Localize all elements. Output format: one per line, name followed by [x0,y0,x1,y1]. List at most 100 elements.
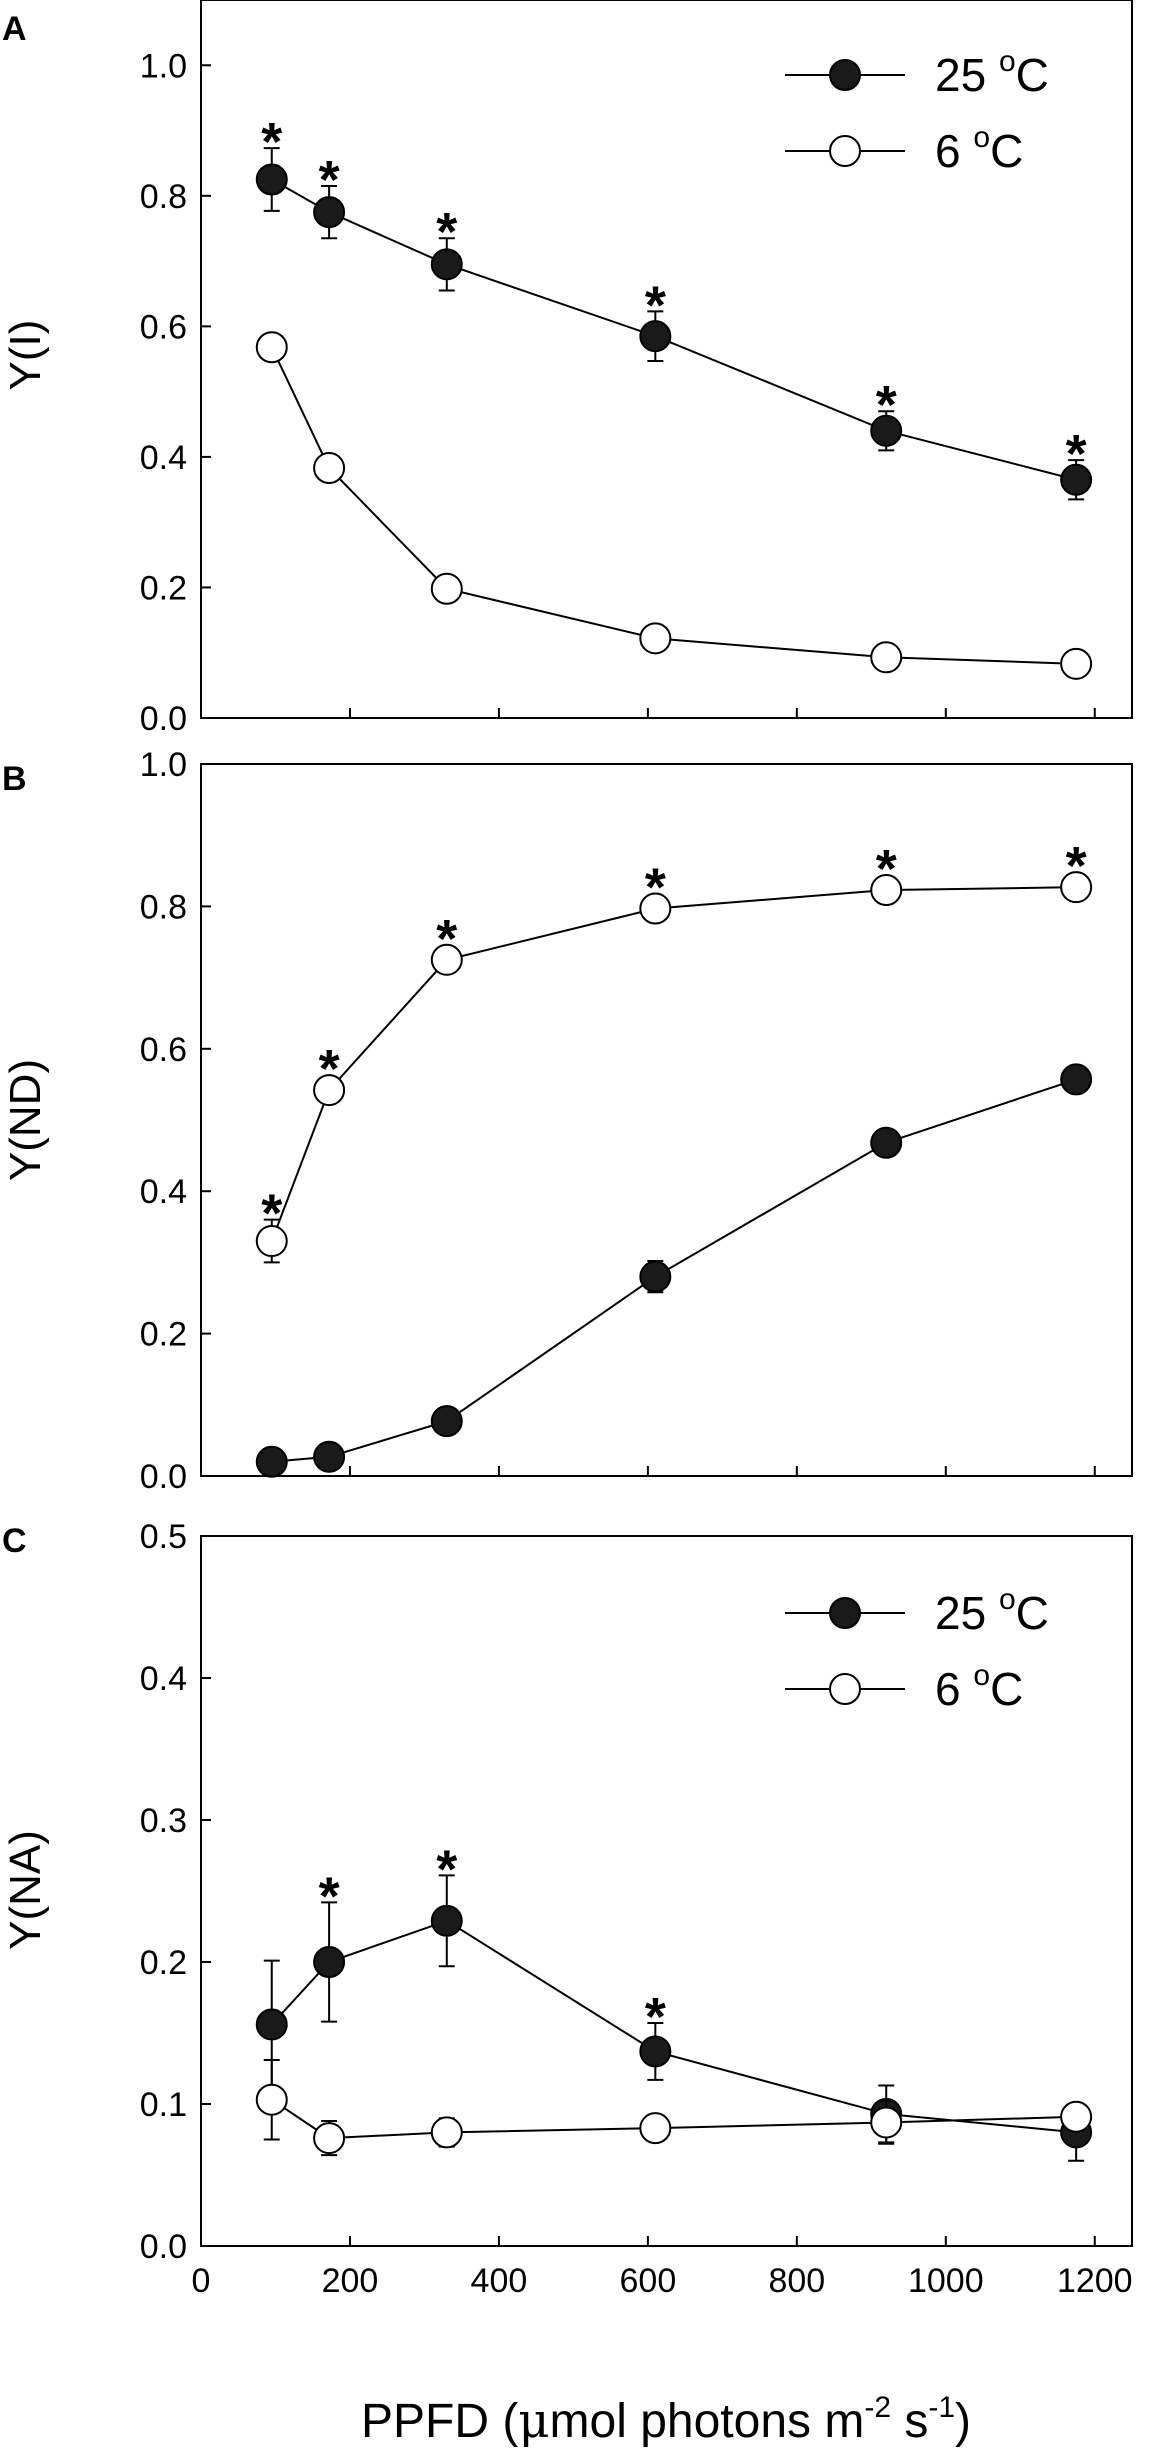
x-tick-label: 1200 [1057,2262,1133,2300]
y-tick-label: 0.0 [140,2228,187,2266]
y-tick-label: 0.6 [140,1031,187,1069]
y-tick-label: 0.1 [140,2086,187,2124]
x-tick-label: 0 [192,2262,211,2300]
legend-marker [829,59,861,91]
y-tick-label: 0.8 [140,178,187,216]
data-point-25c [255,163,288,196]
legend-label-unit: C [990,125,1023,177]
data-point-25c [639,320,672,353]
significance-asterisk: * [261,1184,282,1244]
panel-label: B [2,760,27,798]
data-point-25c [1060,1063,1093,1096]
y-axis-label: Y(ND) [1,1059,50,1181]
legend-label-unit: C [1016,1587,1049,1639]
y-tick-labels: 0.0 0.2 0.4 0.6 0.8 1.0 [140,47,211,738]
legend-label-degree: o [973,121,990,154]
x-axis-label-sup: -2 [864,2391,891,2424]
y-axis-label: Y(NA) [1,1830,50,1950]
y-tick-label: 0.0 [140,700,187,738]
legend-label-value: 6 [935,1663,973,1715]
legend: 25 oC6 oC [785,45,1049,177]
data-point-6c [1060,647,1093,680]
x-tick-label: 1000 [908,2262,984,2300]
y-tick-label: 0.4 [140,1660,187,1698]
series-line [271,1919,1077,2134]
legend-label: 6 oC [935,1659,1023,1715]
y-tick-label: 0.3 [140,1802,187,1840]
data-point-25c [870,1126,903,1159]
legend-label: 25 oC [935,45,1049,101]
data-point-6c [255,331,288,364]
data-point-25c [430,1904,463,1937]
plot-frame [200,0,1133,719]
significance-asterisk: * [1066,836,1087,896]
legend-label-value: 25 [935,1587,999,1639]
data-point-6c [870,874,903,907]
data-point-25c [255,1445,288,1478]
x-tick-label: 600 [620,2262,677,2300]
y-axis-label: Y(I) [1,320,50,391]
panel-b: B Y(ND) 0.0 0.2 0.4 0.6 0.8 1.0 * * * * * * [1,746,1133,1496]
data-point-25c [639,1260,672,1293]
x-tick-label: 400 [471,2262,528,2300]
x-axis-label-s: s [891,2395,928,2448]
significance-asterisk: * [436,202,457,262]
legend: 25 oC6 oC [785,1583,1049,1715]
data-point-6c [639,622,672,655]
y-tick-labels: 0.0 0.1 0.2 0.3 0.4 0.5 [140,1518,211,2266]
x-tick-labels [200,708,1096,718]
y-tick-label: 0.5 [140,1518,187,1556]
plot-frame [200,763,1133,1477]
series-line [271,178,1077,481]
x-tick-labels: 0 200 400 600 800 1000 1200 [192,2236,1133,2300]
significance-asterisk: * [319,150,340,210]
legend-label-degree: o [999,45,1016,78]
data-point-6c [430,572,463,605]
data-point-6c [430,943,463,976]
legend-label-degree: o [973,1659,990,1692]
legend-label-value: 25 [935,49,999,101]
legend-marker [829,1597,861,1629]
y-tick-label: 1.0 [140,746,187,784]
data-point-6c [313,1074,346,1107]
data-point-25c [430,248,463,281]
significance-asterisk: * [261,112,282,172]
significance-asterisk: * [645,858,666,918]
x-axis-label-mu: μ [518,2393,549,2449]
legend-label: 6 oC [935,121,1023,177]
panel-label: A [2,10,27,48]
series-line [271,1078,1077,1463]
y-tick-label: 0.0 [140,1458,187,1496]
legend-label-unit: C [990,1663,1023,1715]
legend-marker [829,1673,861,1705]
legend-label: 25 oC [935,1583,1049,1639]
significance-asterisk: * [876,375,897,435]
data-point-6c [313,2122,346,2155]
x-axis-label-main: PPFD ( [361,2395,518,2448]
data-point-6c [639,892,672,925]
significance-asterisk: * [436,1839,457,1899]
y-tick-labels: 0.0 0.2 0.4 0.6 0.8 1.0 [140,746,211,1496]
significance-asterisk: * [319,1866,340,1926]
data-point-25c [313,1440,346,1473]
x-axis-label: PPFD (μmol photons m-2 s-1) [361,2391,971,2449]
panel-c: C Y(NA) 0.0 0.1 0.2 0.3 0.4 0.5 0 200 400 600 800… [1,1518,1133,2300]
data-point-6c [1060,2100,1093,2133]
plot-frame [200,1535,1133,2247]
y-tick-label: 0.8 [140,888,187,926]
data-point-25c [430,1405,463,1438]
y-tick-label: 0.6 [140,308,187,346]
x-tick-label: 800 [768,2262,825,2300]
legend-label-unit: C [1016,49,1049,101]
data-point-25c [639,2035,672,2068]
data-point-6c [870,2106,903,2139]
plot-area: * * * * * * [255,112,1093,680]
data-point-6c [255,2083,288,2116]
panel-a: A Y(I) 0.00.20.40.60.81.0 ****** 25 oC6 … [1,0,1133,738]
y-tick-label: 0.2 [140,569,187,607]
plot-area: * * * * * * [255,836,1093,1478]
x-axis-label-close: ) [955,2395,971,2448]
y-tick-label: 0.4 [140,439,187,477]
series-line [271,2098,1077,2140]
